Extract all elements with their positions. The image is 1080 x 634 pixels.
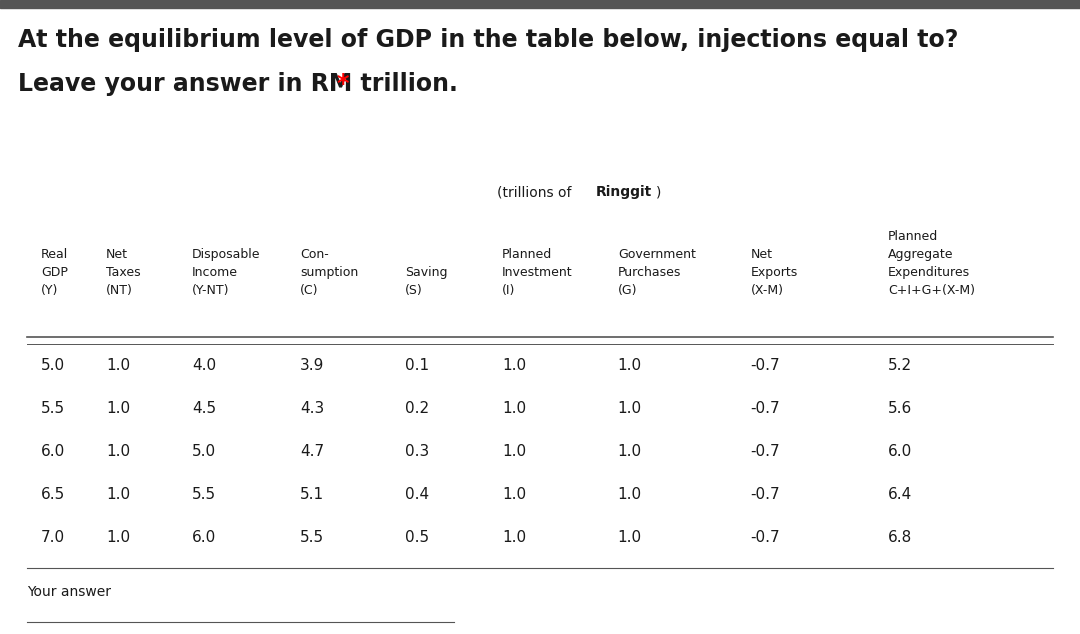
Text: 6.4: 6.4 bbox=[888, 487, 912, 502]
Text: Planned: Planned bbox=[502, 248, 553, 261]
Text: C+I+G+(X-M): C+I+G+(X-M) bbox=[888, 284, 975, 297]
Text: 6.8: 6.8 bbox=[888, 530, 912, 545]
Text: 5.5: 5.5 bbox=[300, 530, 324, 545]
Text: Investment: Investment bbox=[502, 266, 572, 279]
Text: 0.2: 0.2 bbox=[405, 401, 429, 416]
Text: (C): (C) bbox=[300, 284, 319, 297]
Text: (NT): (NT) bbox=[106, 284, 133, 297]
Text: 1.0: 1.0 bbox=[502, 530, 526, 545]
Text: 1.0: 1.0 bbox=[618, 401, 642, 416]
Text: 5.0: 5.0 bbox=[192, 444, 216, 459]
Text: Ringgit: Ringgit bbox=[596, 185, 652, 199]
Text: -0.7: -0.7 bbox=[751, 487, 780, 502]
Text: Net: Net bbox=[106, 248, 127, 261]
Text: 5.5: 5.5 bbox=[192, 487, 216, 502]
Text: 0.3: 0.3 bbox=[405, 444, 429, 459]
Text: *: * bbox=[337, 72, 349, 96]
Text: 1.0: 1.0 bbox=[106, 487, 130, 502]
Text: 1.0: 1.0 bbox=[106, 401, 130, 416]
Text: Net: Net bbox=[751, 248, 772, 261]
Text: At the equilibrium level of GDP in the table below, injections equal to?: At the equilibrium level of GDP in the t… bbox=[18, 28, 958, 52]
Text: -0.7: -0.7 bbox=[751, 358, 780, 373]
Text: Planned: Planned bbox=[888, 230, 939, 243]
Text: 0.4: 0.4 bbox=[405, 487, 429, 502]
Text: sumption: sumption bbox=[300, 266, 359, 279]
Text: 5.0: 5.0 bbox=[41, 358, 65, 373]
Text: 1.0: 1.0 bbox=[502, 444, 526, 459]
Text: 0.5: 0.5 bbox=[405, 530, 429, 545]
Text: (X-M): (X-M) bbox=[751, 284, 784, 297]
Text: (G): (G) bbox=[618, 284, 637, 297]
Text: 1.0: 1.0 bbox=[502, 358, 526, 373]
Text: -0.7: -0.7 bbox=[751, 444, 780, 459]
Text: Your answer: Your answer bbox=[27, 585, 111, 599]
Text: -0.7: -0.7 bbox=[751, 401, 780, 416]
Text: 1.0: 1.0 bbox=[618, 444, 642, 459]
Text: Leave your answer in RM trillion.: Leave your answer in RM trillion. bbox=[18, 72, 458, 96]
Text: 1.0: 1.0 bbox=[106, 358, 130, 373]
Text: Saving: Saving bbox=[405, 266, 447, 279]
Text: Government: Government bbox=[618, 248, 696, 261]
Text: (S): (S) bbox=[405, 284, 422, 297]
Text: (Y-NT): (Y-NT) bbox=[192, 284, 230, 297]
Text: Taxes: Taxes bbox=[106, 266, 140, 279]
Text: Real: Real bbox=[41, 248, 68, 261]
Text: GDP: GDP bbox=[41, 266, 68, 279]
Text: 0.1: 0.1 bbox=[405, 358, 429, 373]
Text: 1.0: 1.0 bbox=[618, 358, 642, 373]
Text: 4.0: 4.0 bbox=[192, 358, 216, 373]
Text: Expenditures: Expenditures bbox=[888, 266, 970, 279]
Text: 1.0: 1.0 bbox=[618, 530, 642, 545]
Text: 3.9: 3.9 bbox=[300, 358, 325, 373]
Text: (Y): (Y) bbox=[41, 284, 58, 297]
Text: 4.5: 4.5 bbox=[192, 401, 216, 416]
Text: Income: Income bbox=[192, 266, 239, 279]
Text: (trillions of: (trillions of bbox=[497, 185, 576, 199]
Text: 1.0: 1.0 bbox=[618, 487, 642, 502]
Text: 6.0: 6.0 bbox=[888, 444, 912, 459]
Text: Disposable: Disposable bbox=[192, 248, 260, 261]
Text: 1.0: 1.0 bbox=[106, 530, 130, 545]
Text: 7.0: 7.0 bbox=[41, 530, 65, 545]
Text: 6.0: 6.0 bbox=[41, 444, 65, 459]
Text: 1.0: 1.0 bbox=[502, 487, 526, 502]
Text: 5.5: 5.5 bbox=[41, 401, 65, 416]
Text: Exports: Exports bbox=[751, 266, 798, 279]
Text: (I): (I) bbox=[502, 284, 515, 297]
Text: Aggregate: Aggregate bbox=[888, 248, 954, 261]
Text: 5.6: 5.6 bbox=[888, 401, 912, 416]
Text: 1.0: 1.0 bbox=[502, 401, 526, 416]
Text: 4.7: 4.7 bbox=[300, 444, 324, 459]
Text: ): ) bbox=[656, 185, 661, 199]
Text: 4.3: 4.3 bbox=[300, 401, 324, 416]
Text: Purchases: Purchases bbox=[618, 266, 681, 279]
Text: 5.1: 5.1 bbox=[300, 487, 324, 502]
Text: -0.7: -0.7 bbox=[751, 530, 780, 545]
Text: 6.5: 6.5 bbox=[41, 487, 65, 502]
Text: 5.2: 5.2 bbox=[888, 358, 912, 373]
Text: 6.0: 6.0 bbox=[192, 530, 216, 545]
Text: 1.0: 1.0 bbox=[106, 444, 130, 459]
Text: Con-: Con- bbox=[300, 248, 329, 261]
